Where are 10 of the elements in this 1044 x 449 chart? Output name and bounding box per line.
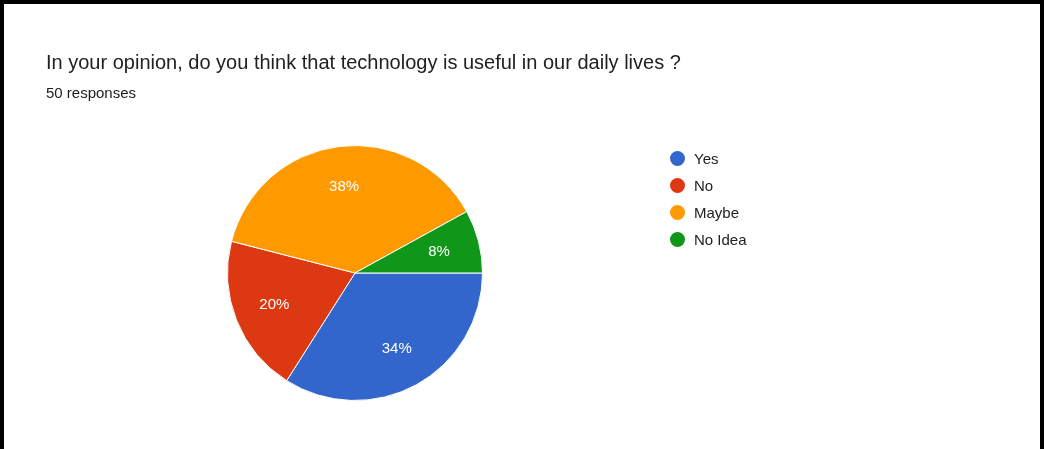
data-label: 34% xyxy=(381,339,412,357)
legend-label: Yes xyxy=(694,150,719,167)
legend-label: No Idea xyxy=(694,231,747,248)
legend-label: Maybe xyxy=(694,204,740,221)
text: 50 responses xyxy=(46,84,137,101)
legend-label: No xyxy=(694,177,714,194)
data-label: 38% xyxy=(329,177,360,195)
chart-title: In your opinion, do you think that technology is useful in our daily lives ? xyxy=(46,51,681,74)
data-label: 8% xyxy=(428,241,450,259)
data-label: 20% xyxy=(259,295,290,313)
